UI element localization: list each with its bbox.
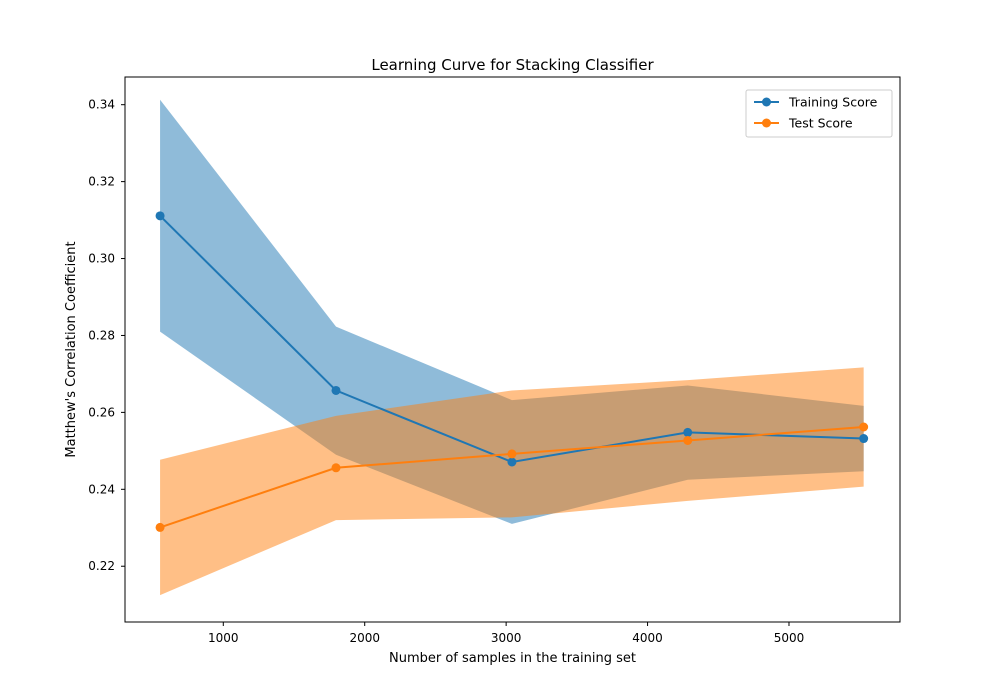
test-score-point xyxy=(331,463,341,473)
test-score-point xyxy=(683,435,693,445)
chart-legend: Training Score Test Score xyxy=(745,89,893,138)
x-tick-label: 4000 xyxy=(632,631,663,645)
test-score-point xyxy=(859,422,869,432)
confidence-bands xyxy=(160,99,864,596)
legend-label-test-score: Test Score xyxy=(788,116,853,131)
legend-label-training-score: Training Score xyxy=(788,95,878,110)
training-score-point xyxy=(507,457,517,467)
x-tick-label: 1000 xyxy=(208,631,239,645)
y-axis-ticks: 0.22 0.24 0.26 0.28 0.30 0.32 0.34 xyxy=(88,98,125,573)
x-tick-label: 3000 xyxy=(491,631,522,645)
test-score-point xyxy=(507,449,517,459)
y-tick-label: 0.28 xyxy=(88,328,115,342)
x-axis-ticks: 1000 2000 3000 4000 5000 xyxy=(208,622,804,645)
legend-marker-test-score xyxy=(762,118,771,128)
test-score-point xyxy=(155,522,165,532)
y-tick-label: 0.30 xyxy=(88,252,115,266)
y-tick-label: 0.26 xyxy=(88,405,115,419)
training-score-point xyxy=(683,427,693,437)
y-tick-label: 0.34 xyxy=(88,98,115,112)
legend-box xyxy=(745,89,893,138)
y-tick-label: 0.32 xyxy=(88,175,115,189)
x-tick-label: 5000 xyxy=(774,631,805,645)
score-points xyxy=(155,211,869,532)
training-score-point xyxy=(155,211,165,221)
x-tick-label: 2000 xyxy=(349,631,380,645)
chart-title: Learning Curve for Stacking Classifier xyxy=(371,56,654,74)
y-axis-label: Matthew's Correlation Coefficient xyxy=(64,241,79,457)
training-score-point xyxy=(859,434,869,444)
training-score-point xyxy=(331,385,341,395)
plot-frame xyxy=(124,76,901,623)
y-tick-label: 0.24 xyxy=(88,482,115,496)
y-tick-label: 0.22 xyxy=(88,559,115,573)
test-score-band xyxy=(160,367,864,596)
legend-marker-training-score xyxy=(762,97,771,107)
x-axis-label: Number of samples in the training set xyxy=(389,651,636,666)
